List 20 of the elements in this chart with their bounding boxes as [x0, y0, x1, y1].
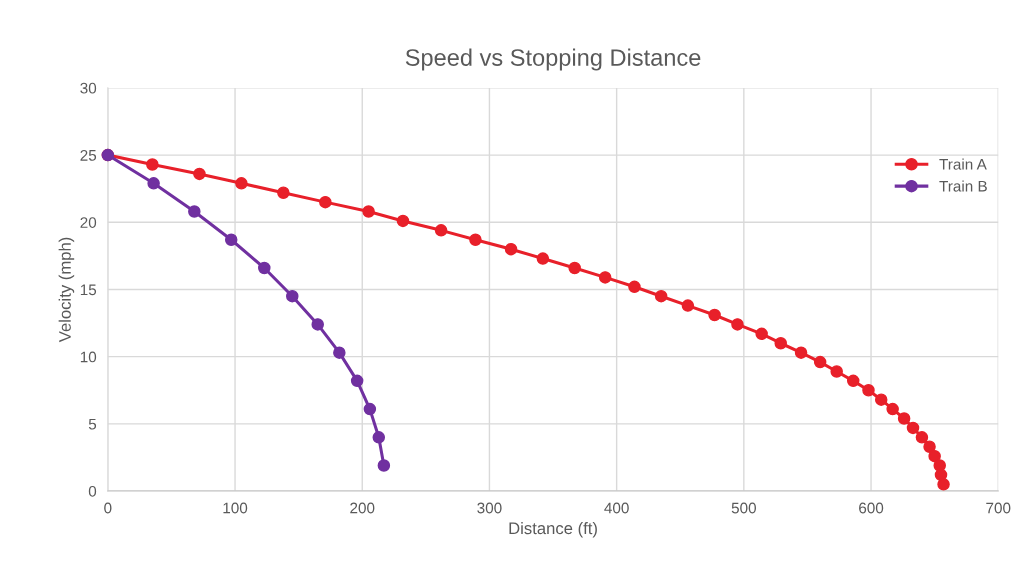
x-axis-title: Distance (ft): [509, 521, 597, 538]
x-tick-label: 300: [477, 502, 502, 514]
x-tick-label: 100: [223, 502, 248, 514]
y-tick-label: 0: [88, 485, 97, 497]
chart-title: Speed vs Stopping Distance: [405, 48, 701, 71]
x-tick-label: 200: [350, 502, 375, 514]
y-tick-label: 15: [80, 284, 97, 296]
x-tick-label: 400: [604, 502, 629, 514]
legend-label: Train A: [939, 158, 987, 170]
x-tick-label: 700: [986, 502, 1011, 514]
x-tick-label: 600: [859, 502, 884, 514]
x-tick-label: 500: [731, 502, 756, 514]
y-tick-label: 10: [80, 351, 97, 363]
legend-label: Train B: [939, 180, 987, 192]
y-tick-label: 5: [88, 418, 97, 430]
y-tick-label: 25: [80, 149, 97, 161]
y-tick-label: 20: [80, 217, 97, 228]
y-axis-title: Velocity (mph): [58, 237, 75, 343]
x-tick-label: 0: [104, 502, 112, 514]
y-tick-label: 30: [80, 82, 97, 94]
